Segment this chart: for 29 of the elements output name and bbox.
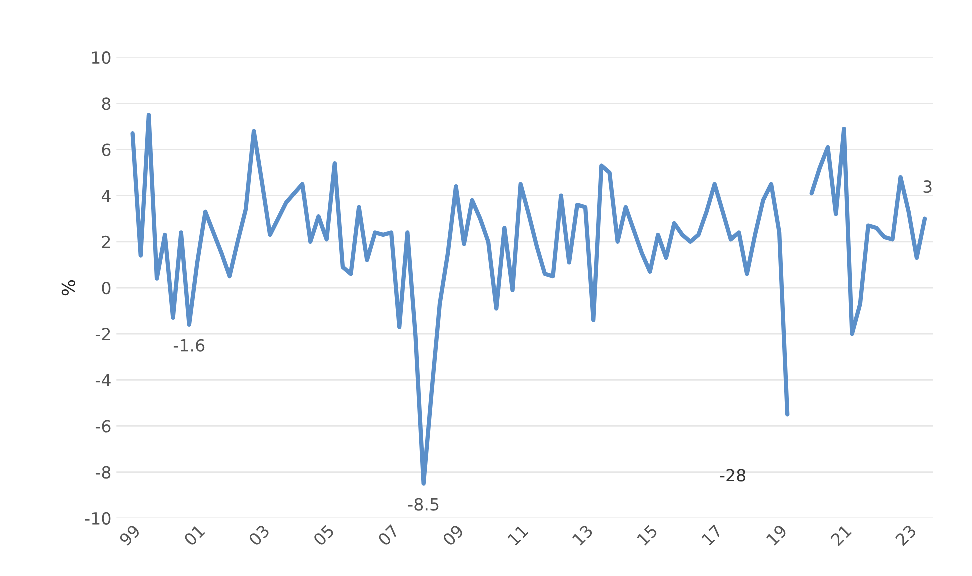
x-tick-label: 23 (894, 524, 918, 547)
x-tick-label: 11 (508, 524, 529, 546)
x-tick-label: 05 (312, 524, 335, 547)
x-tick-label: 19 (766, 524, 788, 546)
y-tick-label: -2 (96, 328, 110, 340)
x-tick-label: 09 (442, 524, 464, 547)
x-tick-label: 07 (377, 524, 400, 547)
data-label: -1.6 (174, 339, 205, 352)
y-tick-label: -6 (96, 420, 111, 433)
y-axis-title: % (62, 280, 76, 296)
x-tick-label: 21 (830, 524, 852, 546)
x-tick-label: 15 (636, 524, 658, 546)
x-tick-label: 13 (572, 524, 594, 546)
x-tick-label: 17 (702, 524, 723, 546)
data-label: -8.5 (408, 498, 439, 511)
data-label: 3 (924, 180, 932, 194)
y-tick-label: 4 (102, 190, 111, 202)
y-tick-label: -8 (96, 466, 111, 479)
y-tick-label: 2 (102, 236, 110, 248)
annotation: -28 (720, 469, 746, 482)
x-tick-label: 01 (183, 524, 206, 547)
x-tick-label: 03 (248, 524, 270, 547)
x-tick-label: 99 (118, 524, 142, 547)
y-tick-label: 10 (92, 52, 111, 64)
y-tick-label: -10 (85, 512, 111, 525)
y-tick-label: 8 (102, 98, 111, 110)
y-tick-label: -4 (96, 374, 111, 386)
y-tick-label: 6 (102, 144, 111, 156)
y-tick-label: 0 (102, 282, 111, 295)
